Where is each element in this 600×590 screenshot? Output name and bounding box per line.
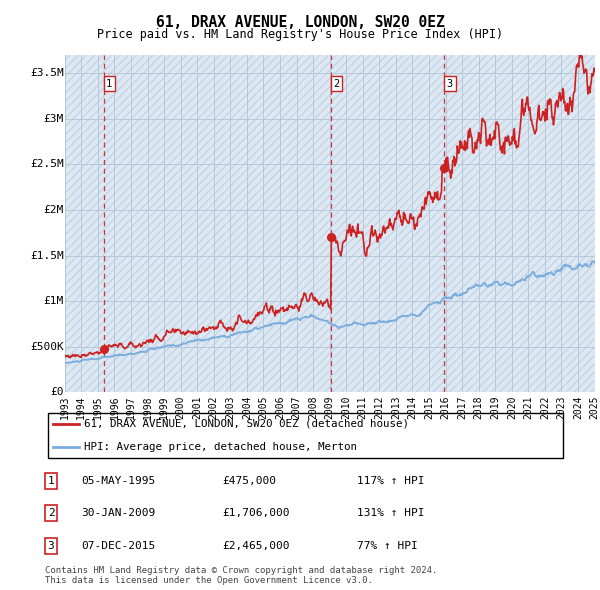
- Text: £475,000: £475,000: [222, 476, 276, 486]
- Text: 61, DRAX AVENUE, LONDON, SW20 0EZ (detached house): 61, DRAX AVENUE, LONDON, SW20 0EZ (detac…: [84, 418, 409, 428]
- Text: £3M: £3M: [43, 114, 64, 124]
- Text: 30-JAN-2009: 30-JAN-2009: [81, 509, 155, 518]
- Text: 77% ↑ HPI: 77% ↑ HPI: [357, 541, 418, 550]
- Text: 05-MAY-1995: 05-MAY-1995: [81, 476, 155, 486]
- Text: 117% ↑ HPI: 117% ↑ HPI: [357, 476, 425, 486]
- Text: 3: 3: [47, 541, 55, 550]
- Text: £2.5M: £2.5M: [30, 159, 64, 169]
- Text: Price paid vs. HM Land Registry's House Price Index (HPI): Price paid vs. HM Land Registry's House …: [97, 28, 503, 41]
- Text: 3: 3: [447, 79, 453, 88]
- Text: £1,706,000: £1,706,000: [222, 509, 290, 518]
- Text: 61, DRAX AVENUE, LONDON, SW20 0EZ: 61, DRAX AVENUE, LONDON, SW20 0EZ: [155, 15, 445, 30]
- Text: 2: 2: [334, 79, 340, 88]
- Text: 2: 2: [47, 509, 55, 518]
- Text: 1: 1: [106, 79, 112, 88]
- Text: £2M: £2M: [43, 205, 64, 215]
- Text: £3.5M: £3.5M: [30, 68, 64, 78]
- Text: £1M: £1M: [43, 296, 64, 306]
- Text: 1: 1: [47, 476, 55, 486]
- Text: £1.5M: £1.5M: [30, 251, 64, 261]
- Text: £500K: £500K: [30, 342, 64, 352]
- Text: £0: £0: [50, 388, 64, 397]
- Text: 07-DEC-2015: 07-DEC-2015: [81, 541, 155, 550]
- Text: 131% ↑ HPI: 131% ↑ HPI: [357, 509, 425, 518]
- Text: £2,465,000: £2,465,000: [222, 541, 290, 550]
- Text: HPI: Average price, detached house, Merton: HPI: Average price, detached house, Mert…: [84, 442, 357, 452]
- Text: Contains HM Land Registry data © Crown copyright and database right 2024.
This d: Contains HM Land Registry data © Crown c…: [45, 566, 437, 585]
